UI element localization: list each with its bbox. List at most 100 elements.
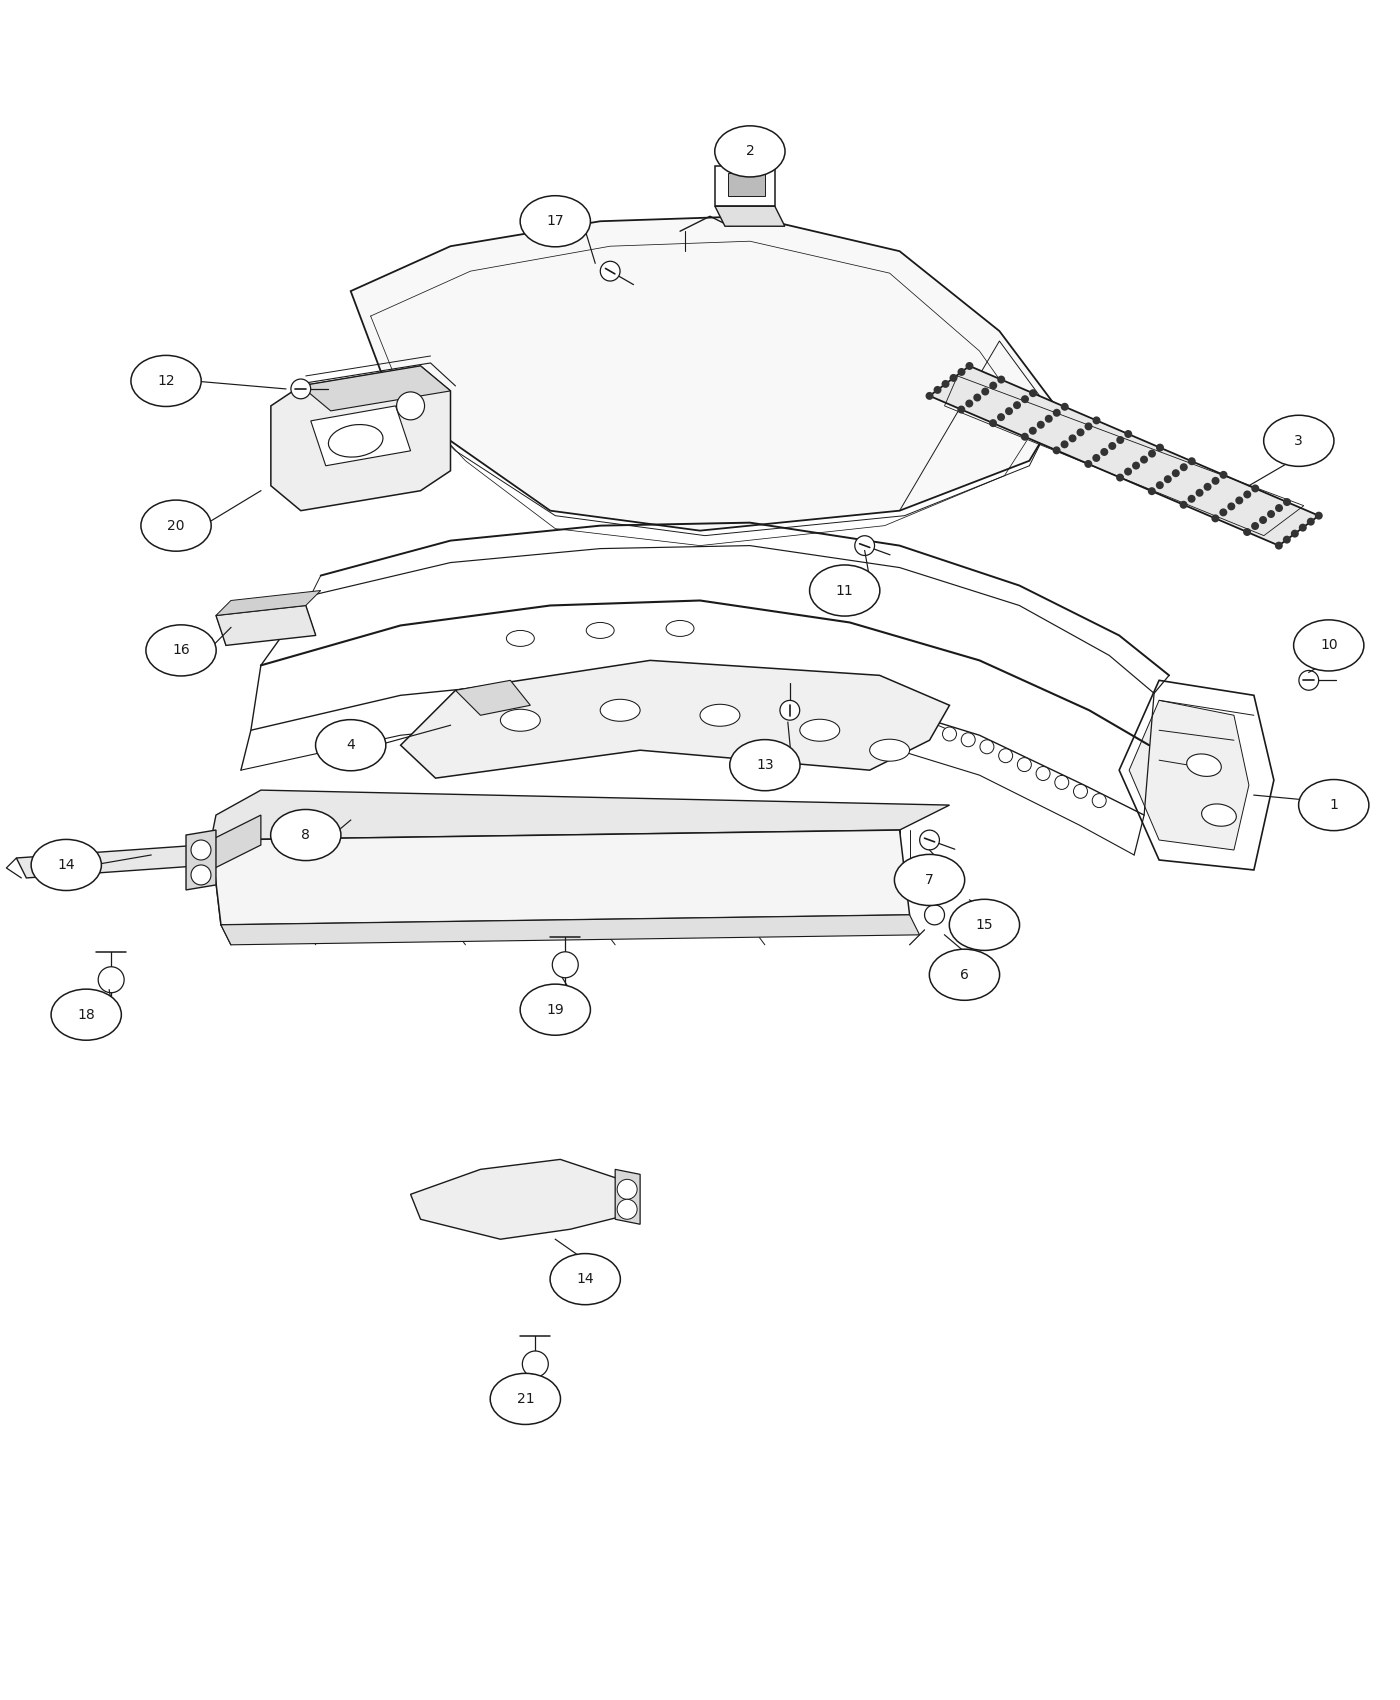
Polygon shape: [715, 206, 785, 226]
Circle shape: [1077, 428, 1085, 437]
Circle shape: [980, 740, 994, 753]
Circle shape: [1252, 522, 1259, 530]
Circle shape: [1021, 394, 1029, 403]
Polygon shape: [17, 845, 211, 877]
Circle shape: [998, 748, 1012, 763]
Circle shape: [1085, 422, 1092, 430]
Circle shape: [522, 1352, 549, 1377]
Circle shape: [1187, 495, 1196, 503]
Ellipse shape: [50, 989, 122, 1040]
Circle shape: [1054, 775, 1068, 789]
Text: 21: 21: [517, 1392, 535, 1406]
Polygon shape: [211, 814, 260, 870]
Text: 11: 11: [836, 583, 854, 597]
Circle shape: [1219, 508, 1228, 517]
Text: 18: 18: [77, 1008, 95, 1022]
Ellipse shape: [1294, 620, 1364, 672]
Circle shape: [1243, 529, 1252, 536]
Ellipse shape: [500, 709, 540, 731]
Text: 15: 15: [976, 918, 993, 932]
Circle shape: [1282, 536, 1291, 544]
Circle shape: [920, 830, 939, 850]
Circle shape: [1148, 449, 1156, 457]
Ellipse shape: [132, 355, 202, 406]
Circle shape: [1116, 474, 1124, 481]
Ellipse shape: [924, 904, 945, 925]
Text: 3: 3: [1295, 434, 1303, 447]
Polygon shape: [930, 366, 1319, 546]
Text: 10: 10: [1320, 639, 1337, 653]
Polygon shape: [311, 406, 410, 466]
Circle shape: [1061, 403, 1068, 411]
Circle shape: [98, 967, 125, 993]
Ellipse shape: [490, 1374, 560, 1425]
Circle shape: [1196, 490, 1204, 496]
Circle shape: [601, 262, 620, 280]
Circle shape: [1053, 447, 1061, 454]
Circle shape: [988, 420, 997, 427]
Circle shape: [1116, 435, 1124, 444]
Ellipse shape: [809, 564, 879, 615]
Circle shape: [1124, 430, 1133, 439]
Circle shape: [1037, 422, 1044, 428]
Circle shape: [990, 381, 997, 389]
Circle shape: [1228, 503, 1235, 510]
Text: 4: 4: [346, 738, 356, 751]
Ellipse shape: [1299, 780, 1369, 831]
Circle shape: [997, 413, 1005, 422]
Ellipse shape: [315, 719, 386, 770]
Text: 7: 7: [925, 872, 934, 887]
Circle shape: [1092, 416, 1100, 425]
Circle shape: [1085, 461, 1092, 468]
Circle shape: [1124, 468, 1133, 476]
Circle shape: [966, 362, 973, 371]
Polygon shape: [221, 915, 920, 945]
Circle shape: [1029, 427, 1037, 435]
Ellipse shape: [521, 196, 591, 246]
Circle shape: [949, 374, 958, 382]
Circle shape: [617, 1198, 637, 1219]
Circle shape: [1204, 483, 1211, 491]
Text: 2: 2: [746, 144, 755, 158]
Text: 17: 17: [546, 214, 564, 228]
Circle shape: [1148, 488, 1156, 495]
Ellipse shape: [521, 984, 591, 1035]
Circle shape: [1243, 490, 1252, 498]
Circle shape: [1021, 434, 1029, 440]
Polygon shape: [400, 660, 949, 779]
Ellipse shape: [666, 620, 694, 636]
Circle shape: [1267, 510, 1275, 518]
Circle shape: [1068, 435, 1077, 442]
Circle shape: [973, 393, 981, 401]
Polygon shape: [186, 830, 216, 889]
Circle shape: [925, 393, 934, 400]
Polygon shape: [455, 680, 531, 716]
Circle shape: [190, 840, 211, 860]
Circle shape: [1259, 517, 1267, 524]
Circle shape: [1180, 502, 1187, 508]
Circle shape: [1100, 449, 1109, 456]
Circle shape: [190, 865, 211, 886]
Ellipse shape: [329, 425, 384, 457]
Circle shape: [1092, 794, 1106, 808]
Circle shape: [1018, 758, 1032, 772]
Ellipse shape: [729, 740, 799, 790]
Polygon shape: [216, 590, 321, 615]
Circle shape: [965, 400, 973, 408]
Circle shape: [1109, 442, 1116, 450]
Polygon shape: [270, 366, 451, 510]
Circle shape: [1306, 518, 1315, 525]
Circle shape: [1133, 462, 1140, 469]
Circle shape: [997, 376, 1005, 384]
Text: 1: 1: [1330, 797, 1338, 813]
Circle shape: [1092, 454, 1100, 462]
Text: 12: 12: [157, 374, 175, 388]
Circle shape: [958, 367, 966, 376]
Polygon shape: [615, 1170, 640, 1224]
Polygon shape: [410, 1159, 630, 1239]
Circle shape: [1315, 512, 1323, 520]
Circle shape: [1014, 401, 1021, 410]
Ellipse shape: [31, 840, 101, 891]
Circle shape: [1275, 542, 1282, 549]
Ellipse shape: [895, 855, 965, 906]
